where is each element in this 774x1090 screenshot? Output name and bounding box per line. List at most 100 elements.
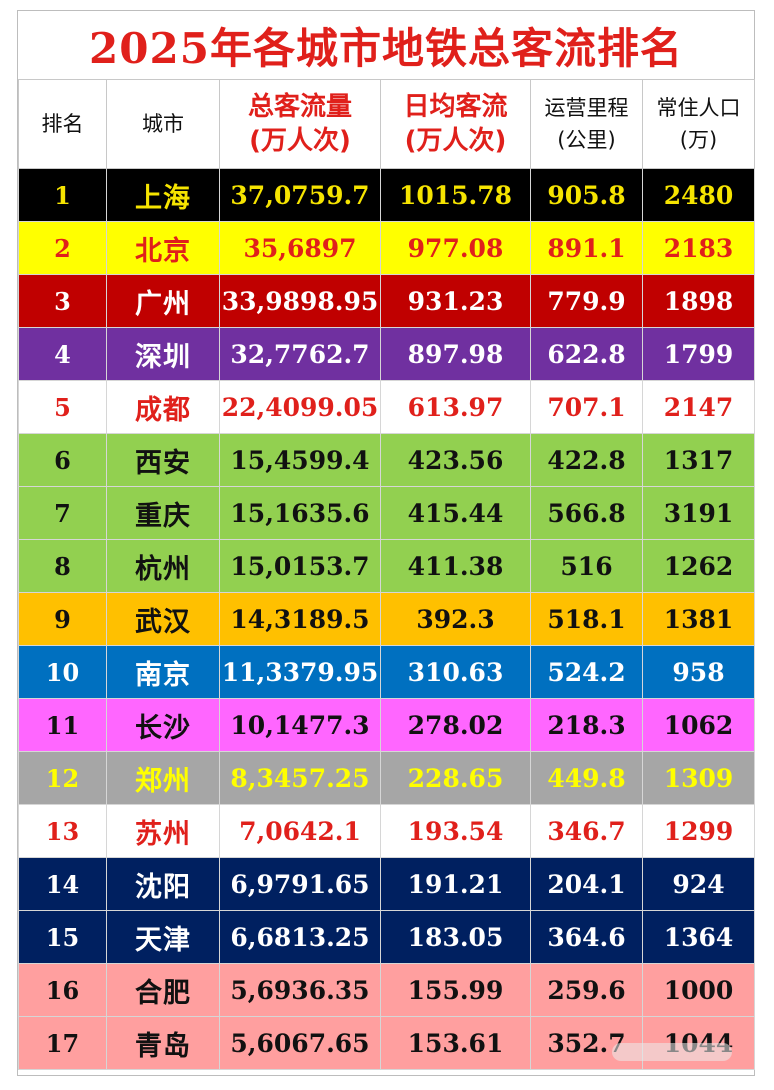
cell-rank: 12 [18, 751, 107, 805]
cell-rank: 1 [18, 168, 107, 222]
cell-daily-ridership: 415.44 [380, 486, 531, 540]
cell-population: 2480 [642, 168, 755, 222]
cell-rank: 8 [18, 539, 107, 593]
cell-rank: 2 [18, 221, 107, 275]
cell-city: 上海 [106, 168, 220, 222]
cell-mileage: 524.2 [530, 645, 643, 699]
cell-daily-ridership: 278.02 [380, 698, 531, 752]
table-row: 8 杭州 15,0153.7 411.38 516 1262 [18, 539, 755, 593]
cell-rank: 13 [18, 804, 107, 858]
table-body: 1 上海 37,0759.7 1015.78 905.8 2480 2 北京 35,6897 97… [18, 168, 755, 1070]
cell-total-ridership: 33,9898.95 [219, 274, 381, 328]
page-title: 2025年各城市地铁总客流排名 [18, 11, 754, 80]
cell-city: 重庆 [106, 486, 220, 540]
cell-total-ridership: 7,0642.1 [219, 804, 381, 858]
cell-city: 天津 [106, 910, 220, 964]
cell-population: 1299 [642, 804, 755, 858]
cell-rank: 17 [18, 1016, 107, 1070]
cell-mileage: 891.1 [530, 221, 643, 275]
cell-total-ridership: 5,6936.35 [219, 963, 381, 1017]
cell-total-ridership: 11,3379.95 [219, 645, 381, 699]
cell-population: 1062 [642, 698, 755, 752]
cell-mileage: 204.1 [530, 857, 643, 911]
cell-mileage: 364.6 [530, 910, 643, 964]
cell-rank: 7 [18, 486, 107, 540]
cell-population: 1799 [642, 327, 755, 381]
cell-city: 成都 [106, 380, 220, 434]
cell-city: 杭州 [106, 539, 220, 593]
cell-mileage: 346.7 [530, 804, 643, 858]
table-row: 5 成都 22,4099.05 613.97 707.1 2147 [18, 380, 755, 434]
cell-daily-ridership: 931.23 [380, 274, 531, 328]
table-row: 10 南京 11,3379.95 310.63 524.2 958 [18, 645, 755, 699]
header-total-ridership: 总客流量 (万人次) [219, 79, 381, 169]
table-row: 12 郑州 8,3457.25 228.65 449.8 1309 [18, 751, 755, 805]
ranking-table: 排名 城市 总客流量 (万人次) 日均客流 (万人次) 运营里程 (公里) 常住人口(… [18, 79, 755, 1070]
cell-mileage: 518.1 [530, 592, 643, 646]
watermark-overlay [612, 1043, 732, 1061]
table-row: 9 武汉 14,3189.5 392.3 518.1 1381 [18, 592, 755, 646]
header-city: 城市 [106, 79, 220, 169]
cell-rank: 4 [18, 327, 107, 381]
header-rank: 排名 [18, 79, 107, 169]
cell-rank: 14 [18, 857, 107, 911]
cell-city: 武汉 [106, 592, 220, 646]
cell-total-ridership: 10,1477.3 [219, 698, 381, 752]
cell-daily-ridership: 613.97 [380, 380, 531, 434]
header-mileage: 运营里程 (公里) [530, 79, 643, 169]
cell-total-ridership: 5,6067.65 [219, 1016, 381, 1070]
cell-population: 1262 [642, 539, 755, 593]
cell-mileage: 779.9 [530, 274, 643, 328]
cell-total-ridership: 6,9791.65 [219, 857, 381, 911]
cell-mileage: 622.8 [530, 327, 643, 381]
cell-population: 958 [642, 645, 755, 699]
cell-population: 1364 [642, 910, 755, 964]
cell-population: 1000 [642, 963, 755, 1017]
cell-rank: 10 [18, 645, 107, 699]
cell-population: 2147 [642, 380, 755, 434]
cell-city: 广州 [106, 274, 220, 328]
cell-total-ridership: 14,3189.5 [219, 592, 381, 646]
cell-city: 苏州 [106, 804, 220, 858]
cell-rank: 11 [18, 698, 107, 752]
cell-daily-ridership: 183.05 [380, 910, 531, 964]
cell-total-ridership: 35,6897 [219, 221, 381, 275]
cell-population: 1317 [642, 433, 755, 487]
cell-population: 1898 [642, 274, 755, 328]
table-row: 4 深圳 32,7762.7 897.98 622.8 1799 [18, 327, 755, 381]
cell-mileage: 259.6 [530, 963, 643, 1017]
cell-daily-ridership: 228.65 [380, 751, 531, 805]
header-row: 排名 城市 总客流量 (万人次) 日均客流 (万人次) 运营里程 (公里) 常住人口(… [18, 79, 755, 169]
cell-daily-ridership: 1015.78 [380, 168, 531, 222]
cell-population: 924 [642, 857, 755, 911]
cell-population: 2183 [642, 221, 755, 275]
cell-mileage: 449.8 [530, 751, 643, 805]
cell-city: 青岛 [106, 1016, 220, 1070]
cell-city: 沈阳 [106, 857, 220, 911]
cell-total-ridership: 37,0759.7 [219, 168, 381, 222]
cell-rank: 16 [18, 963, 107, 1017]
table-row: 14 沈阳 6,9791.65 191.21 204.1 924 [18, 857, 755, 911]
cell-total-ridership: 22,4099.05 [219, 380, 381, 434]
table-row: 16 合肥 5,6936.35 155.99 259.6 1000 [18, 963, 755, 1017]
table-row: 6 西安 15,4599.4 423.56 422.8 1317 [18, 433, 755, 487]
cell-daily-ridership: 153.61 [380, 1016, 531, 1070]
cell-total-ridership: 15,4599.4 [219, 433, 381, 487]
cell-city: 北京 [106, 221, 220, 275]
cell-daily-ridership: 411.38 [380, 539, 531, 593]
cell-mileage: 905.8 [530, 168, 643, 222]
cell-rank: 9 [18, 592, 107, 646]
table-row: 1 上海 37,0759.7 1015.78 905.8 2480 [18, 168, 755, 222]
cell-daily-ridership: 897.98 [380, 327, 531, 381]
cell-rank: 5 [18, 380, 107, 434]
cell-mileage: 516 [530, 539, 643, 593]
table-row: 3 广州 33,9898.95 931.23 779.9 1898 [18, 274, 755, 328]
cell-population: 1309 [642, 751, 755, 805]
cell-total-ridership: 15,1635.6 [219, 486, 381, 540]
cell-city: 郑州 [106, 751, 220, 805]
header-population: 常住人口 (万) [642, 79, 755, 169]
cell-daily-ridership: 155.99 [380, 963, 531, 1017]
cell-daily-ridership: 977.08 [380, 221, 531, 275]
cell-rank: 6 [18, 433, 107, 487]
